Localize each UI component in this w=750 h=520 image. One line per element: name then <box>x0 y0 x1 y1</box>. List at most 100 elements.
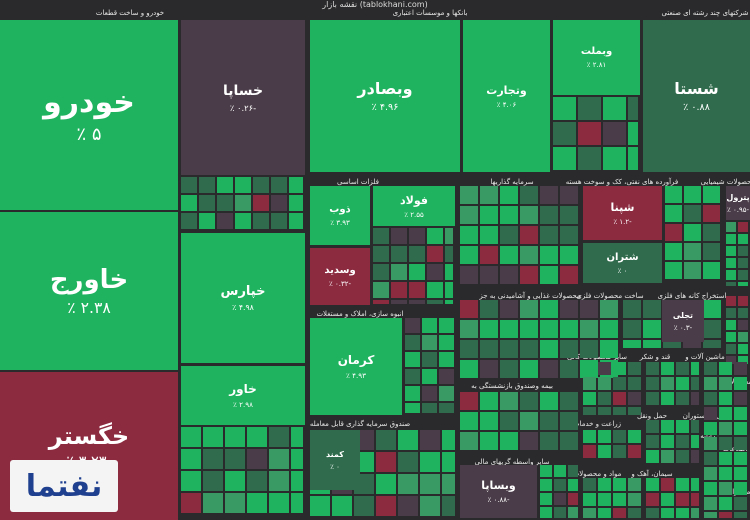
stock-tile-small[interactable] <box>560 226 578 244</box>
stock-tile-small[interactable] <box>247 493 267 513</box>
stock-tile-small[interactable] <box>726 222 736 232</box>
stock-tile-small[interactable] <box>480 392 498 410</box>
stock-tile-small[interactable] <box>181 177 197 193</box>
stock-tile-small[interactable] <box>500 186 518 204</box>
stock-tile-small[interactable] <box>719 437 732 450</box>
stock-tile-small[interactable] <box>405 403 420 413</box>
stock-tile-small[interactable] <box>460 432 478 450</box>
stock-tile-small[interactable] <box>628 122 638 145</box>
stock-tile-small[interactable] <box>646 377 659 390</box>
stock-tile-small[interactable] <box>580 320 598 338</box>
stock-tile-small[interactable] <box>480 206 498 224</box>
stock-tile[interactable]: شپنا -۱.۲ ٪ <box>583 186 662 240</box>
stock-tile-small[interactable] <box>628 97 638 120</box>
stock-tile-small[interactable] <box>646 435 659 448</box>
stock-tile-small[interactable] <box>738 356 748 364</box>
stock-tile-small[interactable] <box>734 362 747 375</box>
stock-tile-small[interactable] <box>460 300 478 318</box>
stock-tile-small[interactable] <box>726 282 736 286</box>
stock-tile-small[interactable] <box>405 318 420 333</box>
stock-tile-small[interactable] <box>520 246 538 264</box>
stock-tile-small[interactable] <box>613 478 626 491</box>
stock-tile-small[interactable] <box>704 512 717 518</box>
stock-tile-small[interactable] <box>445 300 453 304</box>
stock-tile-small[interactable] <box>540 246 558 264</box>
stock-tile-small[interactable] <box>540 507 552 518</box>
stock-tile-small[interactable] <box>460 340 478 358</box>
stock-tile-small[interactable] <box>628 147 638 170</box>
stock-tile-small[interactable] <box>235 195 251 211</box>
stock-tile-small[interactable] <box>734 377 747 390</box>
stock-tile-small[interactable] <box>613 377 626 390</box>
stock-tile-small[interactable] <box>646 450 659 463</box>
stock-tile-small[interactable] <box>391 282 407 298</box>
stock-tile-small[interactable] <box>738 308 748 318</box>
stock-tile-small[interactable] <box>676 478 689 491</box>
stock-tile-small[interactable] <box>726 258 736 268</box>
stock-tile-small[interactable] <box>598 407 611 415</box>
stock-tile-small[interactable] <box>540 300 558 318</box>
stock-tile-small[interactable] <box>583 377 596 390</box>
stock-tile-small[interactable] <box>738 320 748 330</box>
stock-tile-small[interactable] <box>738 282 748 286</box>
stock-tile-small[interactable] <box>726 234 736 244</box>
stock-tile-small[interactable] <box>560 300 578 318</box>
stock-tile-small[interactable] <box>580 340 598 358</box>
stock-tile-small[interactable] <box>405 369 420 384</box>
stock-tile-small[interactable] <box>726 356 736 364</box>
stock-tile-small[interactable] <box>181 195 197 211</box>
stock-tile-small[interactable] <box>613 445 626 458</box>
stock-tile-small[interactable] <box>726 344 736 354</box>
stock-tile-small[interactable] <box>661 435 674 448</box>
stock-tile-small[interactable] <box>540 340 558 358</box>
stock-tile-small[interactable] <box>269 471 289 491</box>
stock-tile-small[interactable] <box>691 362 699 375</box>
stock-tile-small[interactable] <box>253 195 269 211</box>
stock-tile[interactable]: شتران ۰ ٪ <box>583 243 662 283</box>
stock-tile-small[interactable] <box>661 420 674 433</box>
stock-tile-small[interactable] <box>598 392 611 405</box>
stock-tile-small[interactable] <box>253 177 269 193</box>
stock-tile-small[interactable] <box>540 226 558 244</box>
stock-tile-small[interactable] <box>540 465 552 477</box>
stock-tile-small[interactable] <box>181 493 201 513</box>
stock-tile-small[interactable] <box>289 213 303 229</box>
stock-tile-small[interactable] <box>738 296 748 306</box>
stock-tile-small[interactable] <box>439 335 454 350</box>
stock-tile-small[interactable] <box>676 362 689 375</box>
stock-tile-small[interactable] <box>734 407 747 420</box>
stock-tile-small[interactable] <box>460 320 478 338</box>
stock-tile-small[interactable] <box>703 340 721 348</box>
stock-tile-small[interactable] <box>520 266 538 284</box>
stock-tile-small[interactable] <box>500 226 518 244</box>
stock-tile-small[interactable] <box>580 300 598 318</box>
stock-tile-small[interactable] <box>520 226 538 244</box>
stock-tile-small[interactable] <box>600 340 618 358</box>
stock-tile-small[interactable] <box>460 206 478 224</box>
stock-tile-small[interactable] <box>676 377 689 390</box>
stock-tile-small[interactable] <box>738 344 748 354</box>
stock-tile-small[interactable] <box>422 386 437 401</box>
stock-tile[interactable]: ذوب ۳.۹۳ ٪ <box>310 186 370 245</box>
stock-tile-small[interactable] <box>427 300 443 304</box>
stock-tile-small[interactable] <box>600 320 618 338</box>
stock-tile-small[interactable] <box>520 206 538 224</box>
stock-tile-small[interactable] <box>643 340 661 348</box>
stock-tile-small[interactable] <box>704 377 717 390</box>
stock-tile-small[interactable] <box>373 246 389 262</box>
stock-tile-small[interactable] <box>199 195 215 211</box>
stock-tile-small[interactable] <box>217 213 233 229</box>
stock-tile-small[interactable] <box>269 449 289 469</box>
stock-tile-small[interactable] <box>719 377 732 390</box>
stock-tile-small[interactable] <box>480 300 498 318</box>
stock-tile-small[interactable] <box>203 471 223 491</box>
stock-tile-small[interactable] <box>271 195 287 211</box>
stock-tile-small[interactable] <box>734 497 747 510</box>
stock-tile-small[interactable] <box>181 449 201 469</box>
stock-tile-small[interactable] <box>583 362 596 375</box>
stock-tile-small[interactable] <box>603 122 626 145</box>
stock-tile-small[interactable] <box>578 147 601 170</box>
stock-tile-small[interactable] <box>583 478 596 491</box>
stock-tile-small[interactable] <box>568 479 578 491</box>
stock-tile-small[interactable] <box>613 407 626 415</box>
